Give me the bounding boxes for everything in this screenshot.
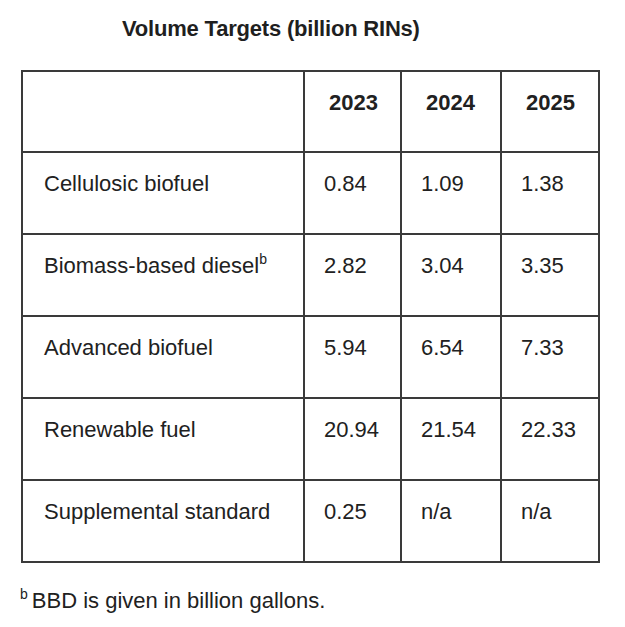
table-row: Biomass-based dieselb 2.82 3.04 3.35 — [22, 234, 599, 316]
page-title: Volume Targets (billion RINs) — [122, 16, 420, 42]
row-label: Advanced biofuel — [22, 316, 304, 398]
value-cell: n/a — [501, 480, 599, 562]
value-cell: 3.04 — [401, 234, 501, 316]
value-cell: 0.84 — [304, 152, 401, 234]
value-cell: 0.25 — [304, 480, 401, 562]
row-label: Supplemental standard — [22, 480, 304, 562]
year-column-header-2025: 2025 — [501, 71, 599, 152]
footnote-marker: b — [259, 251, 267, 267]
value-cell: 22.33 — [501, 398, 599, 480]
value-cell: 20.94 — [304, 398, 401, 480]
table-row: Cellulosic biofuel 0.84 1.09 1.38 — [22, 152, 599, 234]
corner-header-cell — [22, 71, 304, 152]
value-cell: 6.54 — [401, 316, 501, 398]
footnote: bBBD is given in billion gallons. — [20, 588, 325, 614]
footnote-marker-b: b — [20, 586, 28, 602]
row-label: Renewable fuel — [22, 398, 304, 480]
row-label: Cellulosic biofuel — [22, 152, 304, 234]
volume-targets-table: 2023 2024 2025 Cellulosic biofuel 0.84 1… — [21, 70, 600, 563]
table-row: Advanced biofuel 5.94 6.54 7.33 — [22, 316, 599, 398]
value-cell: 21.54 — [401, 398, 501, 480]
value-cell: 1.09 — [401, 152, 501, 234]
value-cell: 5.94 — [304, 316, 401, 398]
header-row: 2023 2024 2025 — [22, 71, 599, 152]
value-cell: 3.35 — [501, 234, 599, 316]
table-row: Supplemental standard 0.25 n/a n/a — [22, 480, 599, 562]
value-cell: 7.33 — [501, 316, 599, 398]
table-row: Renewable fuel 20.94 21.54 22.33 — [22, 398, 599, 480]
value-cell: n/a — [401, 480, 501, 562]
value-cell: 1.38 — [501, 152, 599, 234]
year-column-header-2023: 2023 — [304, 71, 401, 152]
row-label: Biomass-based dieselb — [22, 234, 304, 316]
footnote-text: BBD is given in billion gallons. — [32, 588, 326, 613]
year-column-header-2024: 2024 — [401, 71, 501, 152]
value-cell: 2.82 — [304, 234, 401, 316]
